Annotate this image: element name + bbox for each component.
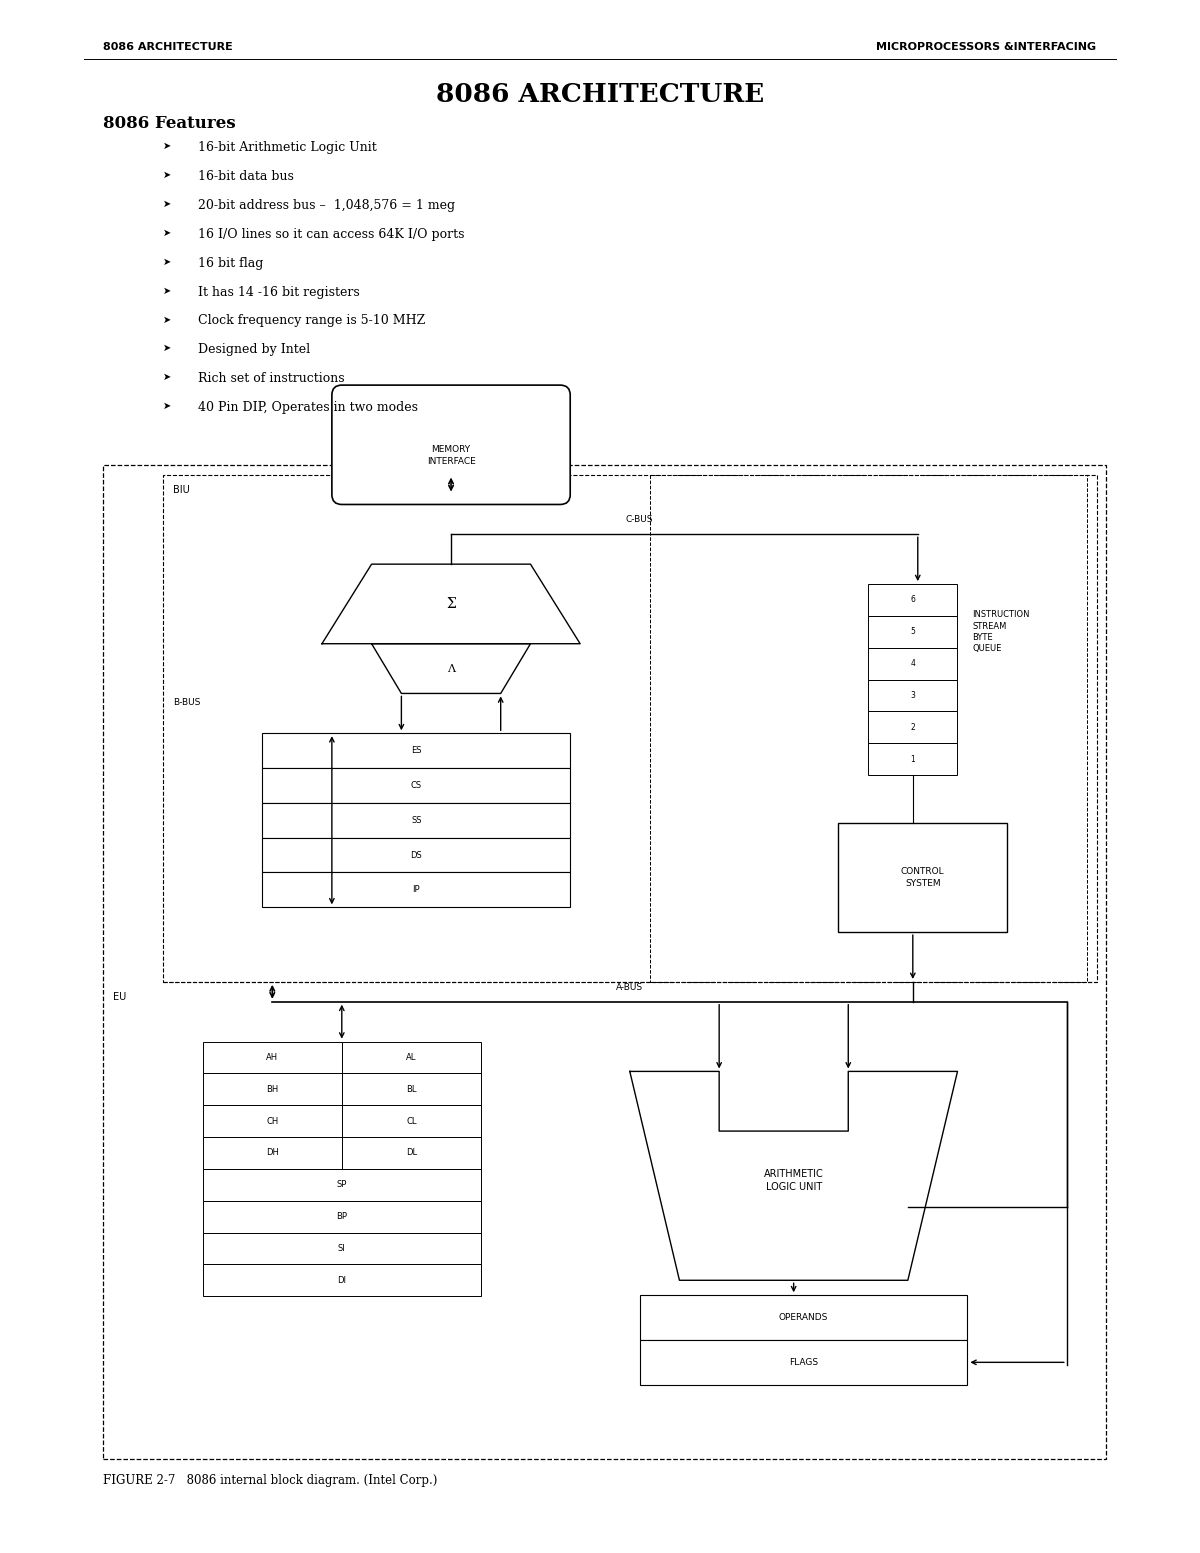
Bar [263,733,570,769]
Text: 5: 5 [911,627,916,637]
Text: BP: BP [336,1213,347,1221]
Bar [649,475,1086,981]
Text: ➤: ➤ [163,256,172,267]
Bar [103,464,1106,1460]
Text: 20-bit address bus –  1,048,576 = 1 meg: 20-bit address bus – 1,048,576 = 1 meg [198,199,455,213]
Bar [839,823,1007,932]
Text: BH: BH [266,1086,278,1093]
Bar [203,1169,481,1200]
Bar [203,1233,481,1264]
Text: CONTROL
SYSTEM: CONTROL SYSTEM [901,867,944,888]
Text: OPERANDS: OPERANDS [779,1314,828,1322]
Text: EU: EU [114,992,127,1002]
Text: ➤: ➤ [163,199,172,210]
Text: 40 Pin DIP, Operates in two modes: 40 Pin DIP, Operates in two modes [198,401,418,415]
Polygon shape [322,564,580,643]
Text: Λ: Λ [448,663,455,674]
Bar [203,1106,342,1137]
Text: 2: 2 [911,722,916,731]
Bar [640,1340,967,1385]
Bar [203,1073,342,1106]
Text: MICROPROCESSORS &INTERFACING: MICROPROCESSORS &INTERFACING [876,42,1097,51]
Text: DH: DH [266,1149,278,1157]
Text: FIGURE 2-7   8086 internal block diagram. (Intel Corp.): FIGURE 2-7 8086 internal block diagram. … [103,1474,438,1488]
Text: CS: CS [410,781,422,790]
Text: IP: IP [413,885,420,895]
Text: ➤: ➤ [163,141,172,152]
Text: A-BUS: A-BUS [617,983,643,992]
Bar [342,1106,481,1137]
Text: 16 bit flag: 16 bit flag [198,256,263,270]
Text: B-BUS: B-BUS [173,699,200,708]
Text: 4: 4 [911,658,916,668]
Bar [203,1200,481,1233]
Bar [163,475,1097,981]
Text: Rich set of instructions: Rich set of instructions [198,373,344,385]
Text: DL: DL [406,1149,416,1157]
Polygon shape [372,643,530,694]
Text: Clock frequency range is 5-10 MHZ: Clock frequency range is 5-10 MHZ [198,315,425,328]
Text: CH: CH [266,1117,278,1126]
Text: Σ: Σ [446,596,456,610]
FancyBboxPatch shape [332,385,570,505]
Bar [342,1073,481,1106]
Text: ➤: ➤ [163,343,172,354]
Bar [263,769,570,803]
Bar [868,617,958,648]
Text: CL: CL [406,1117,416,1126]
Text: SP: SP [337,1180,347,1190]
Bar [263,873,570,907]
Text: SI: SI [338,1244,346,1253]
Bar [868,711,958,744]
Text: ➤: ➤ [163,228,172,238]
Text: ARITHMETIC
LOGIC UNIT: ARITHMETIC LOGIC UNIT [763,1169,823,1193]
Text: 8086 Features: 8086 Features [103,115,236,132]
Bar [868,680,958,711]
Bar [263,837,570,873]
Text: DS: DS [410,851,422,859]
Text: AH: AH [266,1053,278,1062]
Bar [203,1137,342,1169]
Text: MEMORY
INTERFACE: MEMORY INTERFACE [427,444,475,466]
Text: 3: 3 [911,691,916,700]
Text: FLAGS: FLAGS [790,1357,818,1367]
Bar [203,1264,481,1297]
Text: ES: ES [412,745,421,755]
Text: DI: DI [337,1275,347,1284]
Bar [342,1042,481,1073]
Polygon shape [630,1072,958,1280]
Text: ➤: ➤ [163,401,172,412]
Text: 6: 6 [911,595,916,604]
Text: ➤: ➤ [163,315,172,325]
Text: ➤: ➤ [163,373,172,382]
Text: 16 I/O lines so it can access 64K I/O ports: 16 I/O lines so it can access 64K I/O po… [198,228,464,241]
Text: INSTRUCTION
STREAM
BYTE
QUEUE: INSTRUCTION STREAM BYTE QUEUE [972,610,1030,654]
Bar [868,648,958,680]
Text: Designed by Intel: Designed by Intel [198,343,310,356]
Bar [868,744,958,775]
Text: 8086 ARCHITECTURE: 8086 ARCHITECTURE [103,42,233,51]
Bar [342,1137,481,1169]
Bar [203,1042,342,1073]
Text: It has 14 -16 bit registers: It has 14 -16 bit registers [198,286,360,298]
Bar [263,803,570,837]
Text: C-BUS: C-BUS [626,516,654,525]
Text: SS: SS [412,815,421,825]
Text: ➤: ➤ [163,171,172,180]
Text: 16-bit Arithmetic Logic Unit: 16-bit Arithmetic Logic Unit [198,141,377,154]
Text: AL: AL [406,1053,416,1062]
Text: 8086 ARCHITECTURE: 8086 ARCHITECTURE [436,82,764,107]
Text: ➤: ➤ [163,286,172,295]
Text: 16-bit data bus: 16-bit data bus [198,171,294,183]
Text: BIU: BIU [173,485,190,494]
Text: 1: 1 [911,755,916,764]
Bar [640,1295,967,1340]
Text: BL: BL [406,1086,416,1093]
Bar [868,584,958,617]
